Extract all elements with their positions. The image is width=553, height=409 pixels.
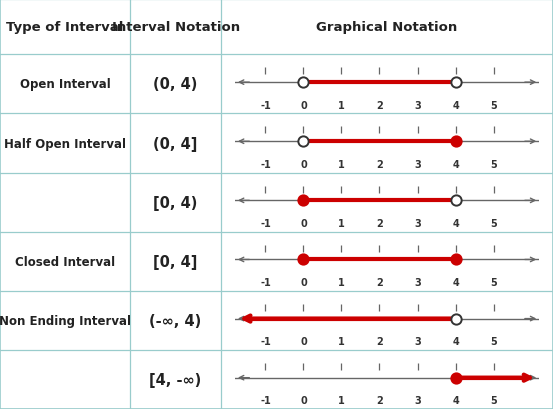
Point	[451, 80, 460, 86]
Text: Graphical Notation: Graphical Notation	[316, 21, 458, 34]
Point	[451, 375, 460, 381]
Point	[451, 198, 460, 204]
Text: Interval Notation: Interval Notation	[112, 21, 239, 34]
Text: (0, 4]: (0, 4]	[153, 136, 198, 151]
Text: [0, 4]: [0, 4]	[153, 254, 198, 269]
Text: (0, 4): (0, 4)	[153, 77, 198, 92]
Point	[299, 198, 308, 204]
Point	[299, 256, 308, 263]
Point	[451, 139, 460, 145]
Point	[451, 315, 460, 322]
Text: Type of Interval: Type of Interval	[6, 21, 124, 34]
Text: [4, -∞): [4, -∞)	[149, 372, 202, 387]
Point	[451, 256, 460, 263]
Point	[299, 80, 308, 86]
Text: Open Interval: Open Interval	[19, 78, 111, 91]
Text: Closed Interval: Closed Interval	[15, 255, 115, 268]
Text: Half Open Interval: Half Open Interval	[4, 137, 126, 150]
Text: Non Ending Interval: Non Ending Interval	[0, 314, 131, 327]
Point	[299, 139, 308, 145]
Text: (-∞, 4): (-∞, 4)	[149, 313, 202, 328]
Text: [0, 4): [0, 4)	[153, 195, 198, 210]
